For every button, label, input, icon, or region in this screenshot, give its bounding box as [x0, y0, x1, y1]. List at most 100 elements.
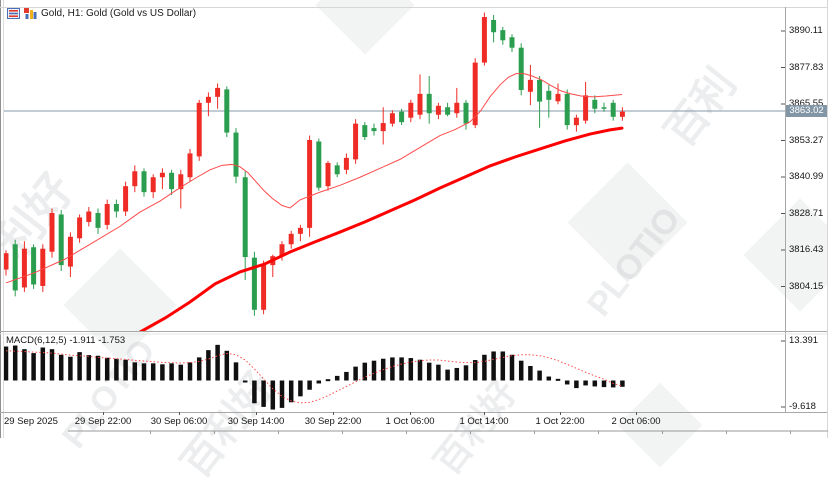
macd-histogram-bar	[114, 358, 119, 381]
candle-body	[389, 113, 395, 124]
candle-body	[215, 87, 221, 97]
macd-histogram-bar	[555, 378, 561, 381]
macd-histogram-bar	[564, 380, 570, 385]
candle-body	[224, 89, 230, 133]
macd-histogram-bar	[132, 362, 138, 381]
candle-body	[251, 257, 257, 310]
macd-histogram-bar	[353, 366, 358, 381]
macd-histogram-bar	[298, 380, 303, 397]
macd-histogram-bar	[362, 362, 368, 381]
candle-body	[500, 30, 506, 41]
macd-histogram-bar	[436, 364, 441, 381]
macd-histogram-bar	[141, 363, 147, 381]
candle-body	[610, 102, 616, 117]
macd-histogram-bar	[31, 353, 36, 381]
macd-histogram-bar	[601, 380, 607, 388]
candle-body	[196, 102, 202, 157]
candle-body	[205, 96, 211, 103]
macd-histogram-bar	[58, 354, 64, 381]
candle-body	[132, 171, 138, 187]
candle-body	[426, 93, 432, 114]
candle-body	[472, 62, 478, 126]
candle-body	[279, 244, 285, 257]
macd-histogram-bar	[509, 354, 515, 381]
macd-histogram-bar	[546, 376, 552, 381]
macd-histogram-bar	[270, 380, 276, 410]
macd-histogram-bar	[408, 358, 414, 381]
macd-histogram-bar	[187, 362, 193, 381]
candle-body	[555, 93, 561, 102]
macd-histogram-bar	[583, 380, 588, 386]
candle-body	[67, 236, 73, 267]
candle-body	[325, 162, 331, 187]
candle-body	[380, 123, 386, 132]
macd-histogram-bar	[196, 357, 202, 381]
candle-body	[297, 227, 303, 234]
candle-body	[583, 95, 589, 121]
candle-body	[187, 153, 193, 178]
candle-body	[21, 248, 27, 288]
macd-histogram-bar	[150, 363, 156, 381]
macd-histogram-bar	[242, 380, 248, 383]
candle-body	[141, 171, 147, 193]
candle-body	[150, 177, 156, 193]
macd-histogram-bar	[86, 355, 92, 381]
macd-histogram-bar	[399, 357, 404, 381]
candle-body	[4, 253, 9, 270]
ma-slow-line	[138, 126, 624, 331]
macd-histogram-bar	[22, 349, 27, 381]
candle-body	[31, 247, 37, 285]
macd-histogram-bar	[169, 363, 174, 381]
macd-histogram-bar	[252, 380, 257, 404]
candlestick-chart-canvas[interactable]	[0, 0, 828, 438]
macd-histogram-bar	[371, 360, 377, 381]
macd-histogram-bar	[279, 380, 285, 408]
macd-histogram-bar	[288, 380, 294, 403]
candle-body	[233, 132, 239, 177]
candle-body	[49, 212, 55, 252]
candle-body	[601, 107, 607, 109]
candle-body	[435, 105, 441, 115]
candle-body	[86, 211, 92, 222]
macd-histogram-bar	[261, 380, 266, 407]
candle-body	[123, 186, 129, 212]
macd-histogram-bar	[104, 357, 110, 381]
macd-histogram-bar	[482, 354, 487, 381]
candle-body	[573, 117, 579, 126]
macd-histogram-bar	[206, 350, 211, 381]
candle-body	[113, 204, 119, 212]
macd-histogram-bar	[620, 380, 625, 387]
macd-histogram-bar	[178, 364, 184, 381]
candle-body	[178, 174, 184, 190]
candle-body	[491, 20, 497, 33]
macd-histogram-bar	[574, 380, 579, 389]
candle-body	[463, 102, 469, 124]
macd-histogram-bar	[123, 359, 128, 381]
macd-histogram-bar	[518, 360, 524, 381]
candle-body	[261, 265, 267, 310]
candle-body	[242, 177, 248, 258]
candle-body	[58, 214, 64, 266]
candle-body	[481, 17, 487, 63]
candle-body	[288, 233, 294, 245]
macd-histogram-bar	[390, 357, 395, 381]
macd-histogram-bar	[537, 370, 542, 381]
candle-body	[77, 217, 83, 239]
macd-histogram-bar	[12, 345, 18, 381]
candle-body	[537, 79, 543, 102]
candle-body	[343, 157, 349, 170]
candle-body	[334, 165, 340, 175]
macd-histogram-bar	[463, 365, 469, 381]
candle-body	[316, 141, 322, 188]
macd-histogram-bar	[445, 369, 450, 381]
macd-histogram-bar	[592, 380, 598, 387]
candle-body	[104, 204, 110, 225]
macd-histogram-bar	[40, 347, 46, 381]
candle-body	[159, 172, 165, 178]
candle-body	[371, 128, 377, 132]
candle-body	[527, 79, 533, 92]
candle-body	[417, 93, 423, 115]
macd-histogram-bar	[215, 344, 220, 381]
candle-body	[399, 111, 405, 123]
macd-histogram-bar	[49, 349, 55, 381]
